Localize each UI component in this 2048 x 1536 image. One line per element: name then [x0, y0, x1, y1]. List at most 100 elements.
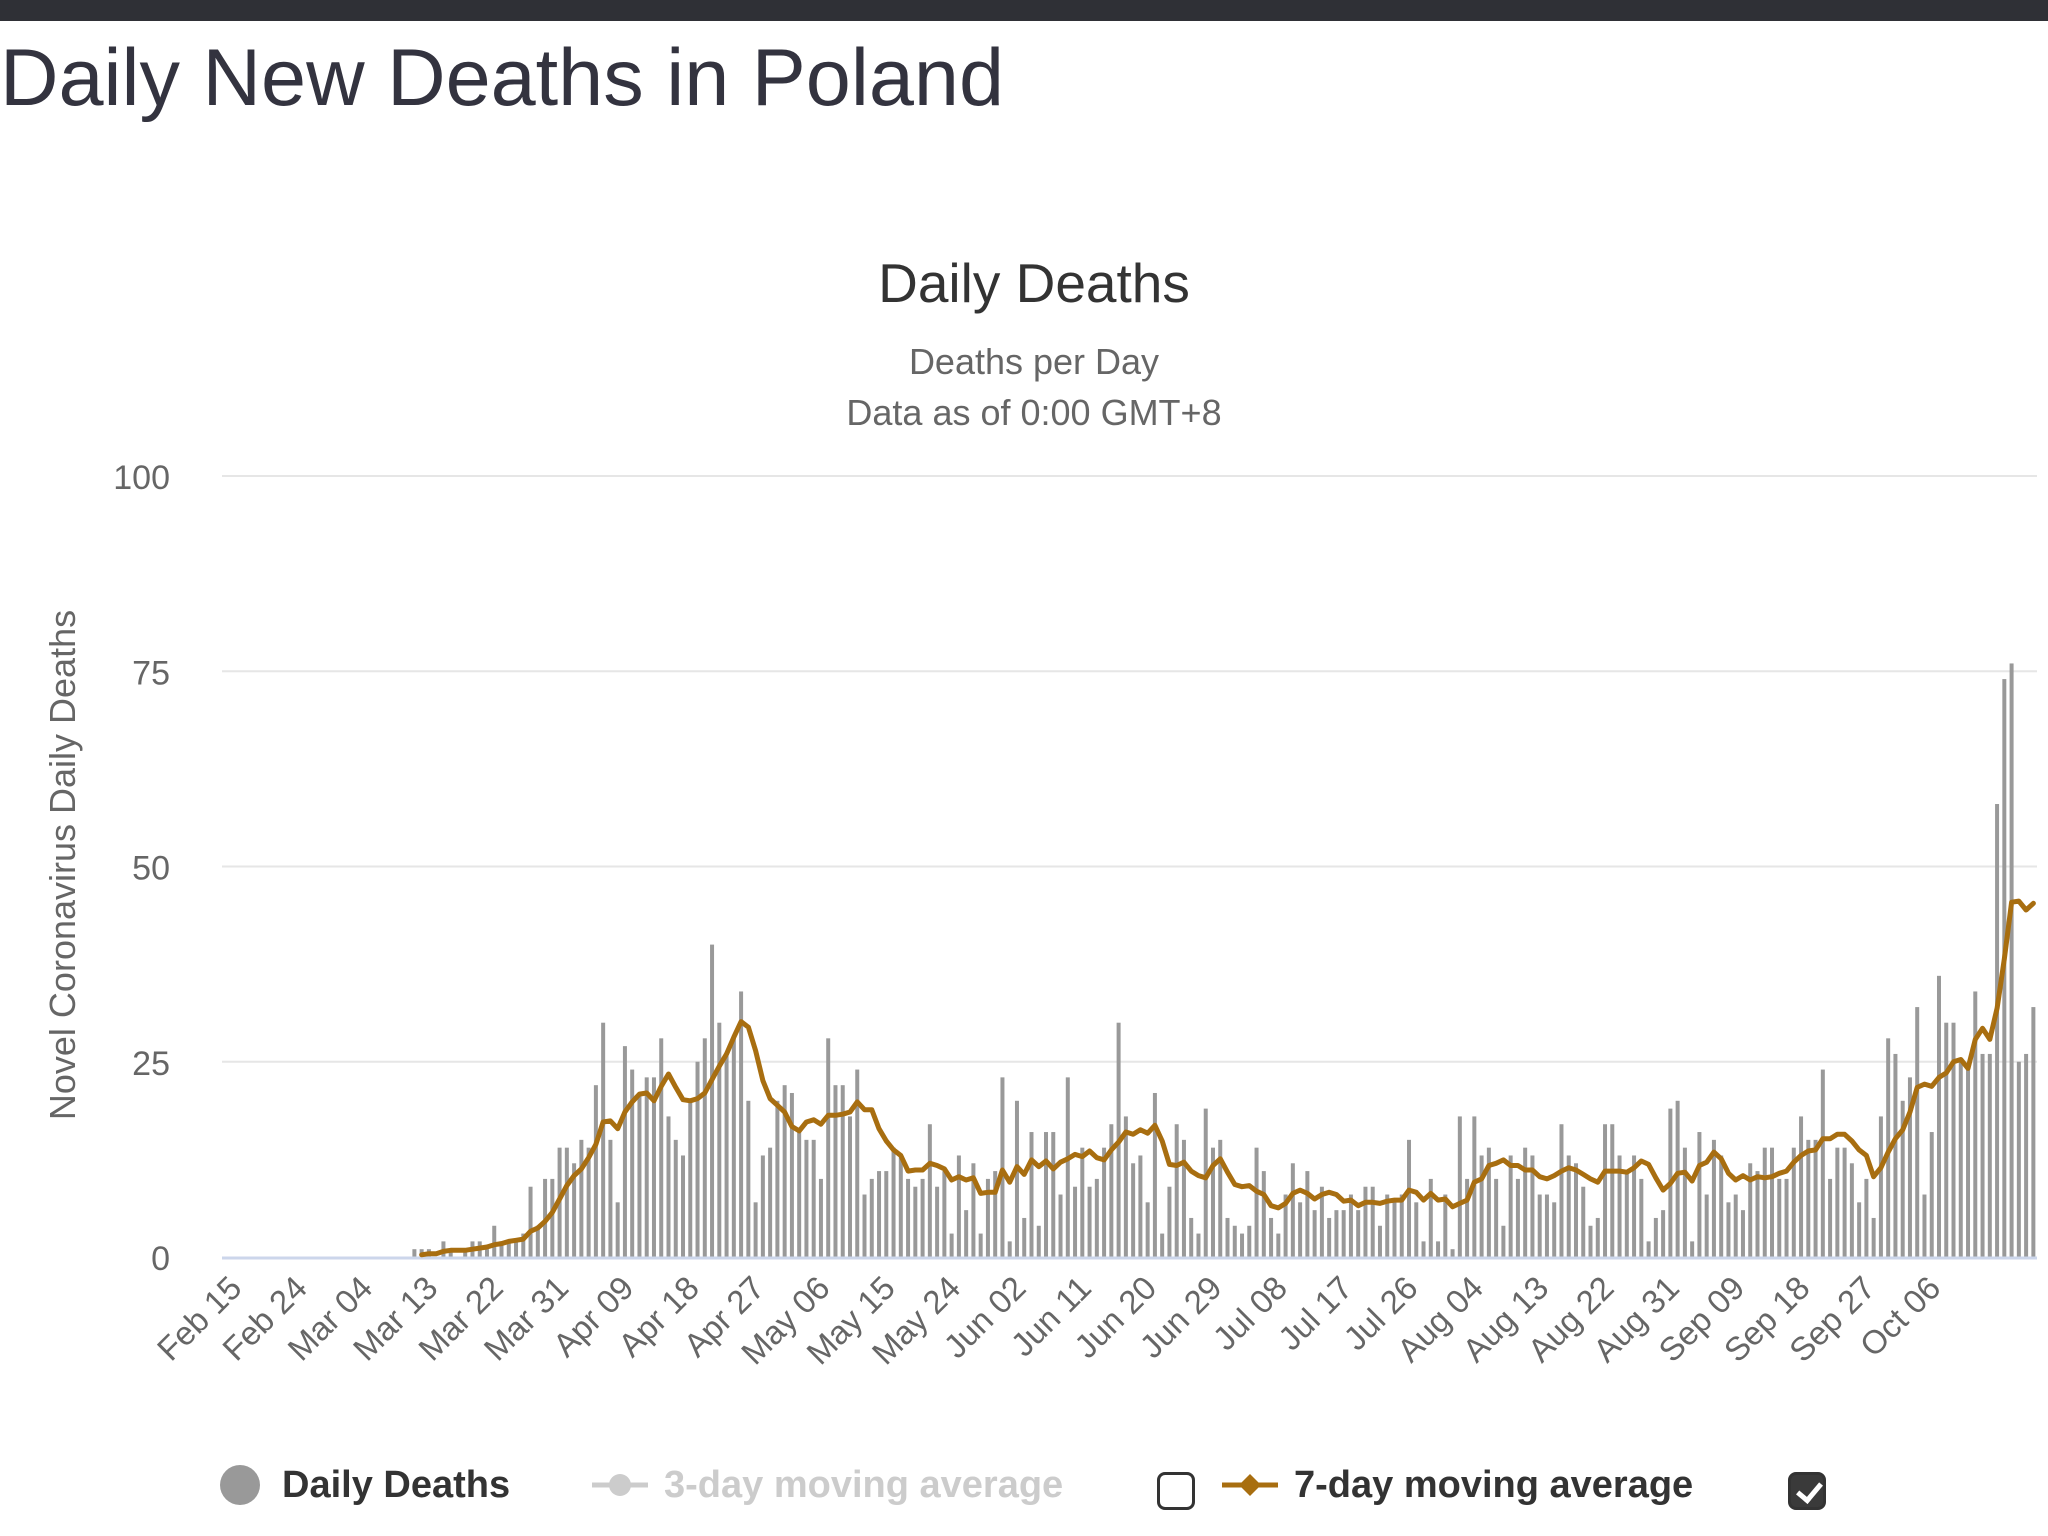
bar[interactable] [1835, 1147, 1840, 1257]
bar[interactable] [1893, 1053, 1898, 1257]
bar[interactable] [1298, 1202, 1303, 1257]
bar[interactable] [666, 1116, 671, 1257]
bar[interactable] [811, 1139, 816, 1257]
bar[interactable] [1682, 1147, 1687, 1257]
bar[interactable] [1399, 1194, 1404, 1257]
bar[interactable] [1022, 1217, 1027, 1257]
bar[interactable] [1624, 1171, 1629, 1257]
bar[interactable] [964, 1210, 969, 1257]
bar[interactable] [1029, 1132, 1034, 1257]
bar[interactable] [1014, 1100, 1019, 1257]
bar[interactable] [768, 1147, 773, 1257]
bar[interactable] [1247, 1225, 1252, 1257]
bar[interactable] [1218, 1139, 1223, 1257]
bar[interactable] [1515, 1178, 1520, 1257]
bar[interactable] [1973, 991, 1978, 1257]
bar[interactable] [1530, 1155, 1535, 1257]
bar[interactable] [971, 1163, 976, 1257]
bar[interactable] [1813, 1139, 1818, 1257]
bar[interactable] [1755, 1171, 1760, 1257]
bar[interactable] [739, 991, 744, 1257]
7-day-average-checkbox[interactable] [1788, 1472, 1826, 1510]
bar[interactable] [1871, 1217, 1876, 1257]
bar[interactable] [1704, 1194, 1709, 1257]
bar[interactable] [1073, 1186, 1078, 1257]
bar[interactable] [448, 1249, 453, 1257]
bar[interactable] [826, 1038, 831, 1257]
bar[interactable] [550, 1178, 555, 1257]
bar[interactable] [1181, 1139, 1186, 1257]
bar[interactable] [775, 1100, 780, 1257]
bar[interactable] [1160, 1233, 1165, 1257]
bar[interactable] [1878, 1116, 1883, 1257]
bar[interactable] [782, 1085, 787, 1257]
bar[interactable] [1726, 1202, 1731, 1257]
bar[interactable] [1799, 1116, 1804, 1257]
bar[interactable] [891, 1147, 896, 1257]
bar[interactable] [753, 1202, 758, 1257]
bar[interactable] [978, 1233, 983, 1257]
bar[interactable] [717, 1022, 722, 1257]
bar[interactable] [2031, 1007, 2036, 1257]
bar[interactable] [535, 1225, 540, 1257]
bar[interactable] [985, 1178, 990, 1257]
bar[interactable] [1007, 1241, 1012, 1257]
bar[interactable] [1980, 1053, 1985, 1257]
legend-item-3-day-average[interactable]: 3-day moving average [592, 1450, 1063, 1520]
bar[interactable] [877, 1171, 882, 1257]
bar[interactable] [760, 1155, 765, 1257]
bar[interactable] [1465, 1178, 1470, 1257]
bar[interactable] [673, 1139, 678, 1257]
bar[interactable] [1588, 1225, 1593, 1257]
bar[interactable] [731, 1038, 736, 1257]
bar[interactable] [1581, 1186, 1586, 1257]
bar[interactable] [1951, 1022, 1956, 1257]
bar[interactable] [710, 944, 715, 1257]
bar[interactable] [1617, 1155, 1622, 1257]
bar[interactable] [1849, 1163, 1854, 1257]
bar[interactable] [1603, 1124, 1608, 1257]
bar[interactable] [949, 1233, 954, 1257]
bar[interactable] [906, 1178, 911, 1257]
bar[interactable] [702, 1038, 707, 1257]
bar[interactable] [1305, 1171, 1310, 1257]
bar[interactable] [1559, 1124, 1564, 1257]
bar[interactable] [1595, 1217, 1600, 1257]
bar[interactable] [942, 1171, 947, 1257]
bar[interactable] [608, 1139, 613, 1257]
bar[interactable] [637, 1092, 642, 1257]
seven-day-average-line[interactable] [419, 898, 2036, 1258]
bar[interactable] [1414, 1202, 1419, 1257]
bar[interactable] [688, 1100, 693, 1257]
bar[interactable] [2009, 663, 2014, 1257]
bar[interactable] [1276, 1233, 1281, 1257]
bar[interactable] [2024, 1053, 2029, 1257]
bar[interactable] [862, 1194, 867, 1257]
bar[interactable] [1719, 1155, 1724, 1257]
bar[interactable] [1341, 1210, 1346, 1257]
legend-item-daily-deaths[interactable]: Daily Deaths [218, 1450, 510, 1520]
bar[interactable] [1936, 975, 1941, 1257]
bar[interactable] [1167, 1186, 1172, 1257]
bar[interactable] [1196, 1233, 1201, 1257]
bar[interactable] [1457, 1116, 1462, 1257]
bar[interactable] [1065, 1077, 1070, 1257]
bar[interactable] [724, 1053, 729, 1257]
bar[interactable] [1123, 1116, 1128, 1257]
bar[interactable] [622, 1046, 627, 1257]
bar[interactable] [1138, 1155, 1143, 1257]
bar[interactable] [572, 1163, 577, 1257]
bar[interactable] [1356, 1210, 1361, 1257]
bar[interactable] [1283, 1194, 1288, 1257]
bar[interactable] [2016, 1061, 2021, 1257]
bar[interactable] [1610, 1124, 1615, 1257]
bar[interactable] [651, 1077, 656, 1257]
bar[interactable] [1675, 1100, 1680, 1257]
bar[interactable] [1174, 1124, 1179, 1257]
bar[interactable] [993, 1171, 998, 1257]
bar[interactable] [1929, 1132, 1934, 1257]
bar[interactable] [818, 1178, 823, 1257]
bar[interactable] [1566, 1155, 1571, 1257]
bar[interactable] [855, 1069, 860, 1257]
bar[interactable] [1044, 1132, 1049, 1257]
